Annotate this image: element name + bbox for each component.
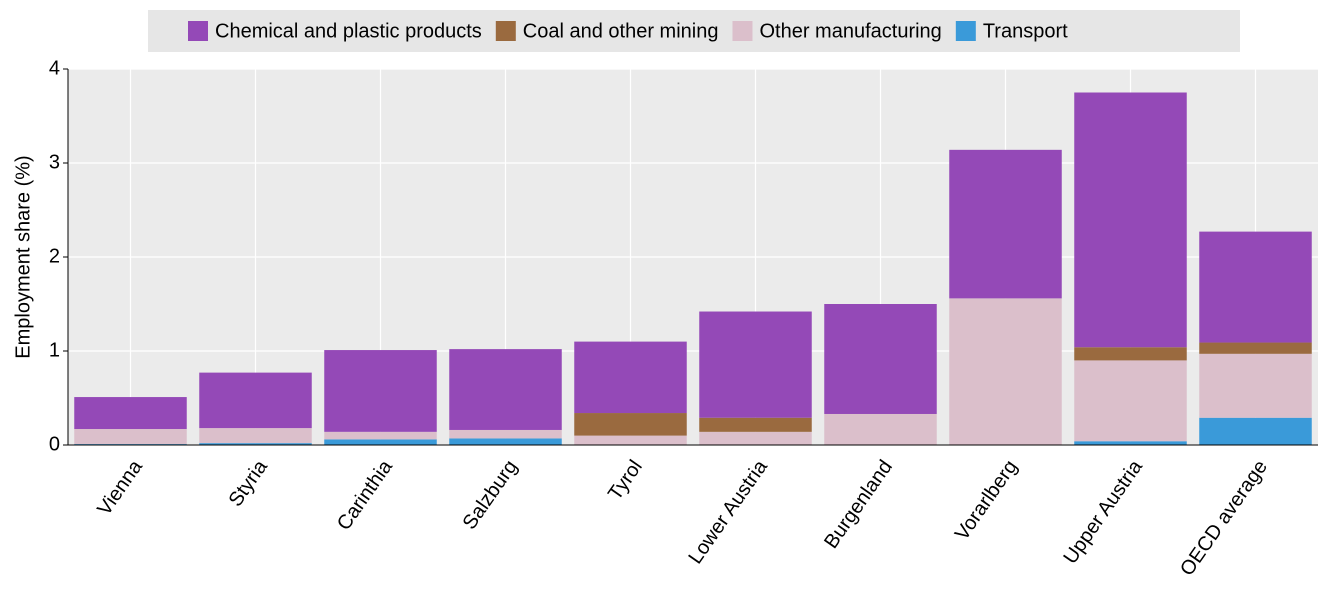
bar-segment	[449, 349, 562, 430]
x-tick-label: Styria	[225, 456, 273, 511]
bar-segment	[324, 439, 437, 445]
bar-segment	[574, 341, 687, 414]
bar-segment	[324, 431, 437, 440]
y-axis-label: Employment share (%)	[12, 155, 34, 358]
y-tick-label: 4	[49, 57, 60, 79]
bar-segment	[449, 429, 562, 439]
legend-swatch	[495, 21, 516, 41]
bar-segment	[1199, 342, 1312, 354]
bar-segment	[574, 435, 687, 445]
bar-segment	[199, 428, 312, 444]
bar-segment	[324, 350, 437, 432]
x-tick-label: OECD average	[1176, 456, 1272, 580]
x-tick-label: Burgenland	[820, 456, 897, 552]
y-tick-label: 2	[49, 245, 60, 267]
bar-segment	[949, 149, 1062, 299]
legend-label: Coal and other mining	[523, 20, 719, 42]
bar-segment	[699, 431, 812, 445]
bar-segment	[449, 438, 562, 445]
y-tick-label: 3	[49, 151, 60, 173]
legend-swatch	[732, 21, 753, 41]
x-tick-label: Lower Austria	[684, 456, 772, 569]
bar-segment	[74, 429, 187, 445]
bar-segment	[824, 413, 937, 445]
bar-segment	[74, 397, 187, 430]
legend-label: Transport	[983, 20, 1068, 42]
y-tick-label: 0	[49, 433, 60, 455]
bar-segment	[1199, 417, 1312, 445]
x-tick-label: Carinthia	[333, 456, 397, 535]
bar-segment	[1074, 441, 1187, 445]
bar-segment	[699, 311, 812, 418]
x-tick-label: Tyrol	[604, 456, 647, 504]
legend-label: Other manufacturing	[759, 20, 941, 42]
bar-segment	[1199, 353, 1312, 418]
bar-segment	[1199, 231, 1312, 343]
legend-swatch	[188, 21, 208, 41]
x-tick-label: Vorarlberg	[951, 456, 1022, 544]
legend-box	[148, 10, 1240, 52]
bar-segment	[1074, 347, 1187, 361]
bar-segment	[574, 413, 687, 436]
bar-segment	[199, 443, 312, 445]
x-tick-label: Upper Austria	[1059, 456, 1147, 569]
bar-segment	[1074, 360, 1187, 442]
bar-segment	[824, 304, 937, 414]
bar-segment	[949, 298, 1062, 445]
legend-label: Chemical and plastic products	[215, 20, 482, 42]
bar-segment	[699, 417, 812, 432]
legend-swatch	[955, 21, 976, 41]
x-tick-label: Vienna	[93, 456, 147, 520]
bar-segment	[199, 372, 312, 429]
y-tick-label: 1	[49, 339, 60, 361]
x-tick-label: Salzburg	[459, 456, 522, 533]
bar-segment	[1074, 92, 1187, 348]
